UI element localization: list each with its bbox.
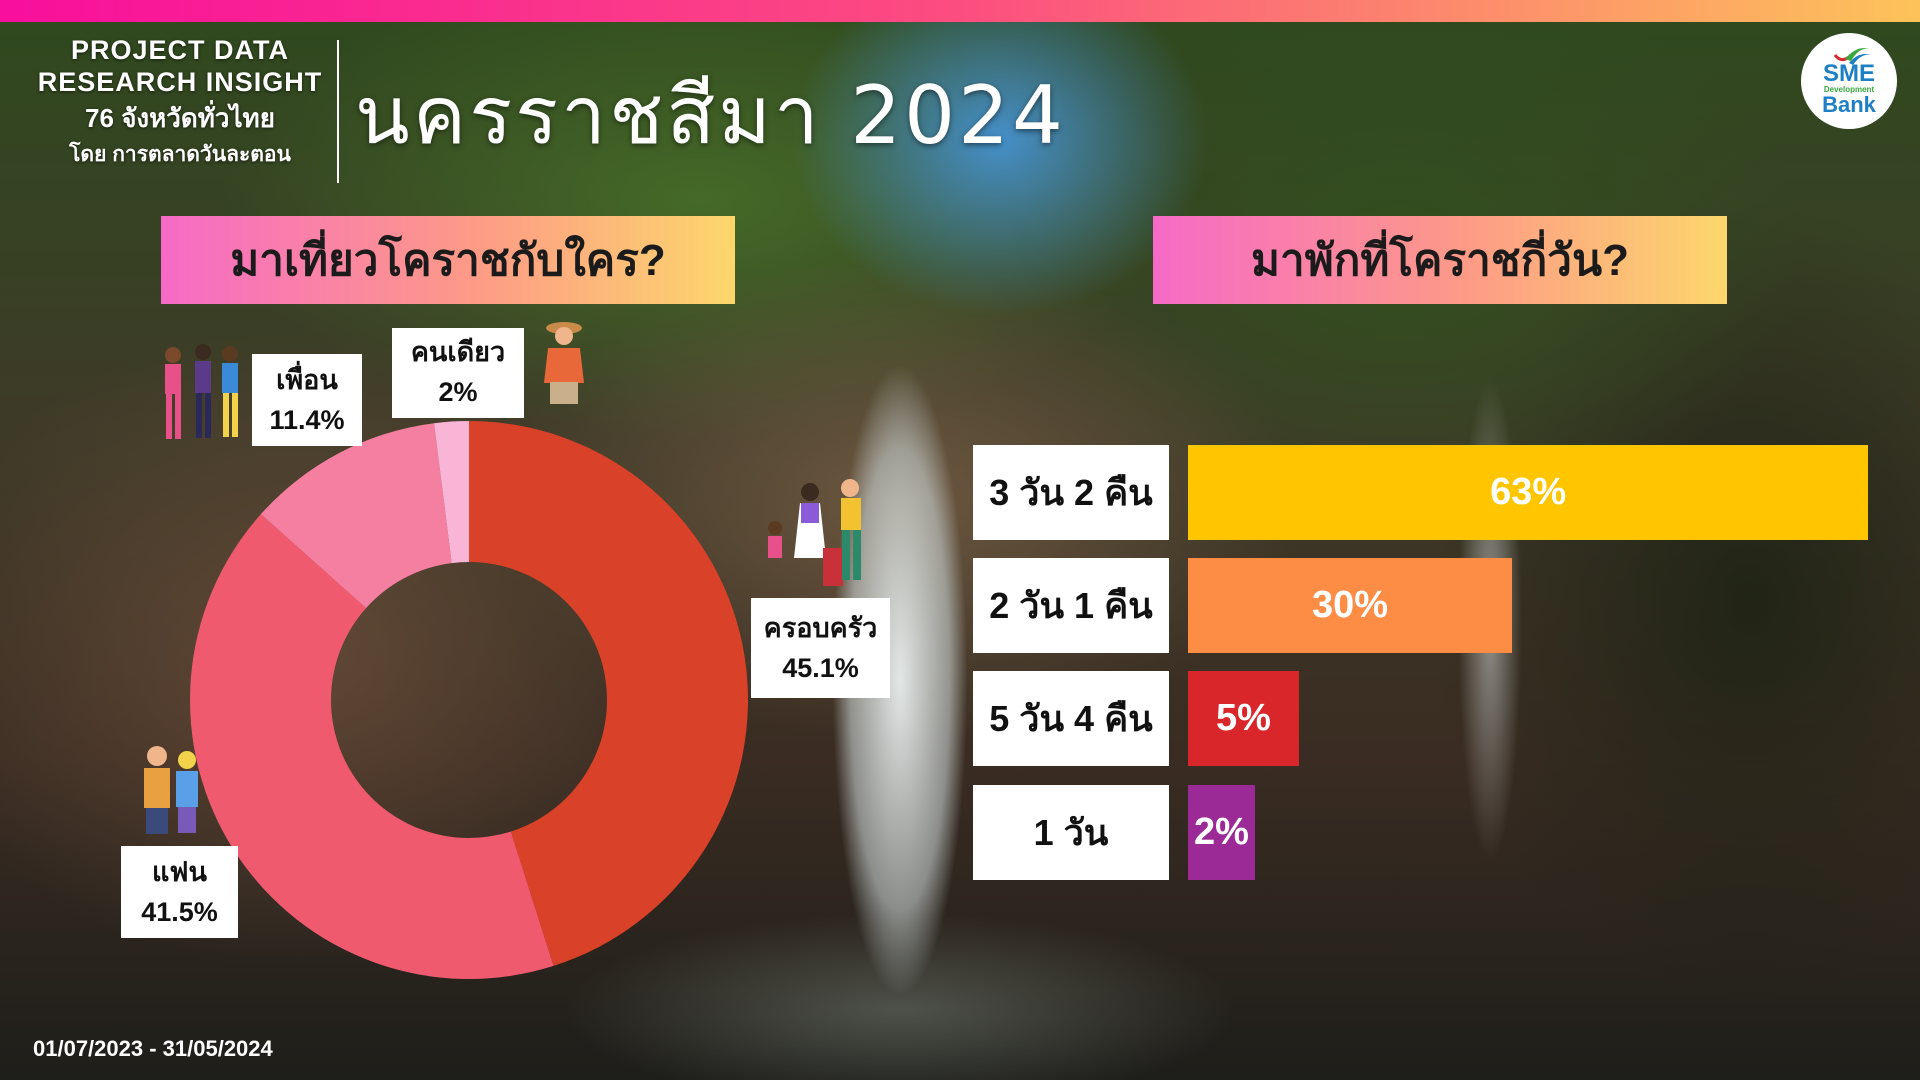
brand-line: RESEARCH INSIGHT bbox=[37, 67, 323, 97]
category-label: แฟน bbox=[152, 857, 207, 887]
bar: 5% bbox=[1188, 671, 1299, 766]
category-label: ครอบครัว bbox=[763, 613, 878, 643]
brand-line: PROJECT DATA bbox=[70, 35, 289, 65]
friends-illustration-icon bbox=[165, 344, 238, 439]
value-label: 45.1% bbox=[782, 653, 859, 683]
logo-wave-icon bbox=[1833, 48, 1871, 65]
category-label: คนเดียว bbox=[410, 337, 506, 367]
bar: 30% bbox=[1188, 558, 1512, 653]
bar-category-label: 5 วัน 4 คืน bbox=[973, 671, 1169, 766]
logo-text: Development bbox=[1823, 85, 1875, 94]
value-label: 11.4% bbox=[269, 405, 345, 435]
donut-label-family: ครอบครัว 45.1% bbox=[751, 598, 890, 698]
bar-category-label: 1 วัน bbox=[973, 785, 1169, 880]
donut-segment-2 bbox=[260, 423, 452, 609]
donut-segment-0 bbox=[469, 421, 748, 966]
page-title: นครราชสีมา 2024 bbox=[355, 69, 1066, 162]
donut-label-friends: เพื่อน 11.4% bbox=[252, 354, 362, 446]
donut-segment-3 bbox=[434, 421, 469, 564]
logo-text: Bank bbox=[1822, 92, 1876, 117]
divider bbox=[337, 40, 339, 183]
value-label: 41.5% bbox=[141, 897, 218, 927]
donut-label-solo: คนเดียว 2% bbox=[392, 328, 524, 418]
brand-block: PROJECT DATA RESEARCH INSIGHT 76 จังหวัด… bbox=[30, 34, 330, 172]
logo-text: SME bbox=[1822, 60, 1875, 87]
left-section-heading: มาเที่ยวโคราชกับใคร? bbox=[161, 216, 735, 304]
donut-chart bbox=[189, 421, 748, 979]
bar: 63% bbox=[1188, 445, 1869, 540]
brand-line: โดย การตลาดวันละตอน bbox=[69, 143, 291, 166]
value-label: 2% bbox=[438, 377, 478, 407]
bar-category-label: 3 วัน 2 คืน bbox=[973, 445, 1169, 540]
solo-traveler-illustration-icon bbox=[544, 322, 584, 404]
donut-segment-1 bbox=[189, 514, 554, 979]
category-label: เพื่อน bbox=[276, 365, 338, 395]
bar-category-label: 2 วัน 1 คืน bbox=[973, 558, 1169, 653]
right-section-heading: มาพักที่โคราชกี่วัน? bbox=[1153, 216, 1727, 304]
couple-illustration-icon bbox=[144, 746, 198, 834]
donut-label-partner: แฟน 41.5% bbox=[121, 846, 238, 938]
sme-bank-logo: SME Development Bank bbox=[1801, 33, 1897, 129]
date-range: 01/07/2023 - 31/05/2024 bbox=[33, 1036, 273, 1061]
brand-line: 76 จังหวัดทั่วไทย bbox=[85, 103, 275, 133]
top-gradient-bar bbox=[0, 0, 1920, 22]
bar: 2% bbox=[1188, 785, 1255, 880]
family-illustration-icon bbox=[768, 479, 861, 586]
